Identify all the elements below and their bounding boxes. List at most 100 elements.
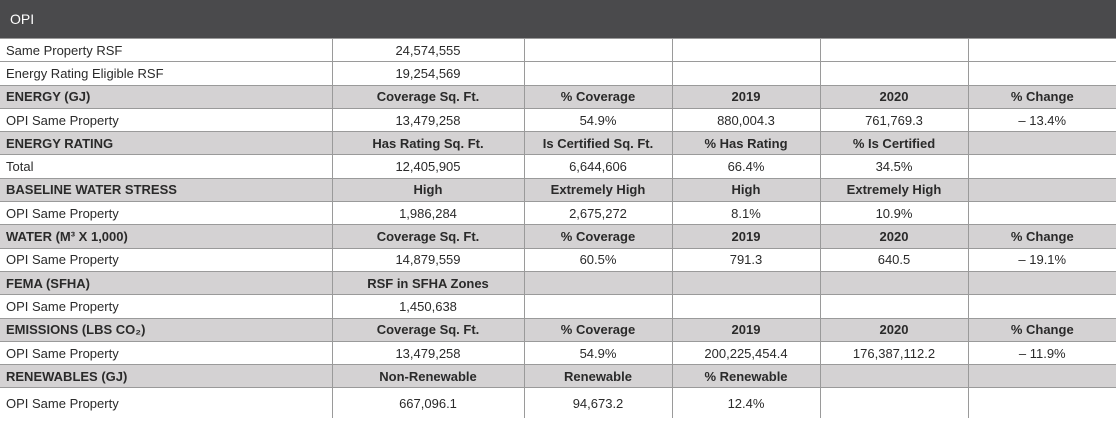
table-cell: Extremely High [819,177,969,203]
section-label: WATER (M³ X 1,000) [0,224,333,249]
table-cell: 94,673.2 [523,387,673,418]
row-label: OPI Same Property [0,247,333,272]
table-cell: 880,004.3 [671,107,821,133]
section-header-row: RENEWABLES (GJ) Non-Renewable Renewable% R… [0,364,1116,389]
table-cell [819,37,969,63]
section-header-row: WATER (M³ X 1,000) Coverage Sq. Ft.% Cove… [0,224,1116,249]
table-cell: 2019 [671,317,821,342]
table-cell: 6,644,606 [523,154,673,179]
section-label: RENEWABLES (GJ) [0,364,333,389]
table-cell [523,61,673,86]
table-cell: 1,986,284 [331,201,525,226]
table-cell [671,37,821,63]
table-cell [671,270,821,296]
table-cell: % Coverage [523,224,673,249]
table-title: OPI [0,0,1116,38]
table-cell [671,61,821,86]
table-cell: 10.9% [819,201,969,226]
table-cell [967,177,1116,203]
table-cell: % Change [967,84,1116,109]
table-cell [819,387,969,418]
section-label: BASELINE WATER STRESS [0,177,333,203]
table-cell [967,37,1116,63]
table-cell [967,201,1116,226]
table-cell [967,131,1116,156]
table-cell: High [671,177,821,203]
table-cell: 2020 [819,84,969,109]
table-cell [819,294,969,319]
table-row: Energy Rating Eligible RSF 19,254,569 [0,61,1116,86]
table-cell [967,270,1116,296]
section-label: ENERGY RATING [0,131,333,156]
table-cell: 66.4% [671,154,821,179]
table-cell: RSF in SFHA Zones [331,270,525,296]
table-cell: 667,096.1 [331,387,525,418]
table-cell: 176,387,112.2 [819,340,969,366]
row-label: OPI Same Property [0,107,333,133]
table-cell: 200,225,454.4 [671,340,821,366]
table-cell: 54.9% [523,340,673,366]
table-cell: Coverage Sq. Ft. [331,84,525,109]
table-cell: 2019 [671,224,821,249]
table-cell: 12.4% [671,387,821,418]
table-cell: % Renewable [671,364,821,389]
table-cell: % Coverage [523,84,673,109]
table-cell [967,154,1116,179]
row-label: OPI Same Property [0,294,333,319]
table-cell: 34.5% [819,154,969,179]
row-label: OPI Same Property [0,201,333,226]
table-cell: Non-Renewable [331,364,525,389]
row-label: Same Property RSF [0,37,333,63]
table-cell: Is Certified Sq. Ft. [523,131,673,156]
section-label: ENERGY (GJ) [0,84,333,109]
table-row: OPI Same Property 1,986,284 2,675,272 8.1% 1… [0,201,1116,226]
table-cell: Renewable [523,364,673,389]
table-cell: – 13.4% [967,107,1116,133]
table-cell: 13,479,258 [331,340,525,366]
section-header-row: BASELINE WATER STRESS High Extremely High H… [0,177,1116,203]
section-label: FEMA (SFHA) [0,270,333,296]
table-cell: 12,405,905 [331,154,525,179]
table-cell [523,270,673,296]
table-cell: 2020 [819,224,969,249]
table-cell: – 19.1% [967,247,1116,272]
row-label: Total [0,154,333,179]
table-cell: – 11.9% [967,340,1116,366]
table-cell: 1,450,638 [331,294,525,319]
table-cell: 13,479,258 [331,107,525,133]
table-cell: % Is Certified [819,131,969,156]
table-cell: % Change [967,317,1116,342]
table-cell [967,294,1116,319]
table-cell [819,364,969,389]
section-header-row: ENERGY RATING Has Rating Sq. Ft. Is Certif… [0,131,1116,156]
table-cell [819,61,969,86]
table-cell [671,294,821,319]
row-label: OPI Same Property [0,387,333,418]
table-cell: % Coverage [523,317,673,342]
table-cell: 2,675,272 [523,201,673,226]
table-cell: 60.5% [523,247,673,272]
section-header-row: FEMA (SFHA) RSF in SFHA Zones [0,270,1116,296]
table-cell [967,387,1116,418]
table-cell: 19,254,569 [331,61,525,86]
table-cell: 2020 [819,317,969,342]
row-label: OPI Same Property [0,340,333,366]
table-cell: 24,574,555 [331,37,525,63]
section-header-row: EMISSIONS (LBS CO₂) Coverage Sq. Ft.% Cov… [0,317,1116,342]
table-row: OPI Same Property 1,450,638 [0,294,1116,319]
table-body: Same Property RSF 24,574,555 Energy Rating… [0,37,1116,418]
table-cell [967,61,1116,86]
table-cell [523,294,673,319]
opi-metrics-table: Same Property RSF 24,574,555 Energy Rating… [0,37,1116,418]
table-cell: 2019 [671,84,821,109]
table-cell: % Has Rating [671,131,821,156]
table-row: Same Property RSF 24,574,555 [0,37,1116,63]
table-row: OPI Same Property 667,096.1 94,673.2 12.4% [0,387,1116,418]
row-label: Energy Rating Eligible RSF [0,61,333,86]
table-cell [819,270,969,296]
table-cell: Coverage Sq. Ft. [331,317,525,342]
table-cell [523,37,673,63]
section-header-row: ENERGY (GJ) Coverage Sq. Ft.% Coverage 201… [0,84,1116,109]
table-cell [967,364,1116,389]
table-cell: 14,879,559 [331,247,525,272]
